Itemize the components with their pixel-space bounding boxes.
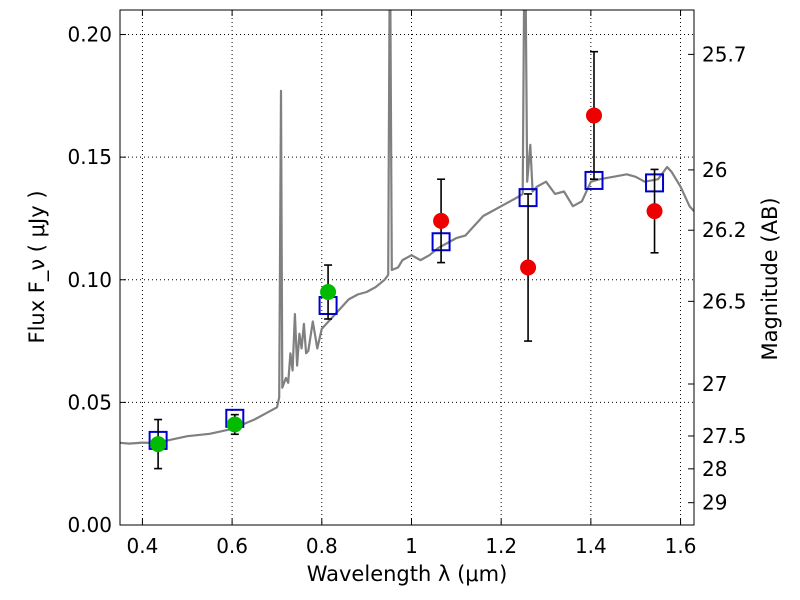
- data-point: [226, 416, 243, 433]
- right-tick-label: 27: [702, 372, 727, 396]
- right-tick-label: 25.7: [702, 42, 747, 66]
- x-tick-label: 0.4: [127, 534, 159, 558]
- grid: [120, 10, 694, 526]
- y-tick-label: 0.15: [67, 145, 112, 169]
- right-tick-label: 28: [702, 457, 727, 481]
- y-tick-label: 0.10: [67, 268, 112, 292]
- x-tick-label: 1: [405, 534, 418, 558]
- data-point: [433, 212, 450, 229]
- plot-frame: [119, 9, 695, 526]
- right-axis-title: Magnitude (AB): [758, 197, 782, 360]
- data-point: [585, 107, 602, 124]
- y-tick-label: 0.05: [67, 390, 112, 414]
- y-tick-label: 0.20: [67, 23, 112, 47]
- x-tick-label: 1.6: [665, 534, 697, 558]
- y-tick-label: 0.00: [67, 513, 112, 537]
- right-tick-label: 29: [702, 491, 727, 515]
- spectrum-line: [120, 10, 694, 445]
- right-tick-label: 26.5: [702, 289, 747, 313]
- data-point: [320, 284, 337, 301]
- right-tick-label: 27.5: [702, 424, 747, 448]
- data-point: [646, 203, 663, 220]
- y-axis-title: Flux F_ν ( μJy ): [25, 190, 50, 343]
- data-point: [150, 436, 167, 453]
- x-tick-label: 0.8: [306, 534, 338, 558]
- ticks: 0.4 0.6 0.8 1 1.2 1.4 1.6 0.00 0.05 0.10 0.15 0.20 2…: [67, 10, 747, 558]
- x-axis-title: Wavelength λ (μm): [307, 562, 508, 586]
- marker-layer: [148, 50, 665, 470]
- x-tick-label: 1.2: [485, 534, 517, 558]
- data-point: [520, 259, 537, 276]
- x-tick-label: 0.6: [216, 534, 248, 558]
- spectrum-layer: [120, 10, 694, 445]
- right-tick-label: 26: [702, 158, 727, 182]
- right-tick-label: 26.2: [702, 218, 747, 242]
- x-tick-label: 1.4: [575, 534, 607, 558]
